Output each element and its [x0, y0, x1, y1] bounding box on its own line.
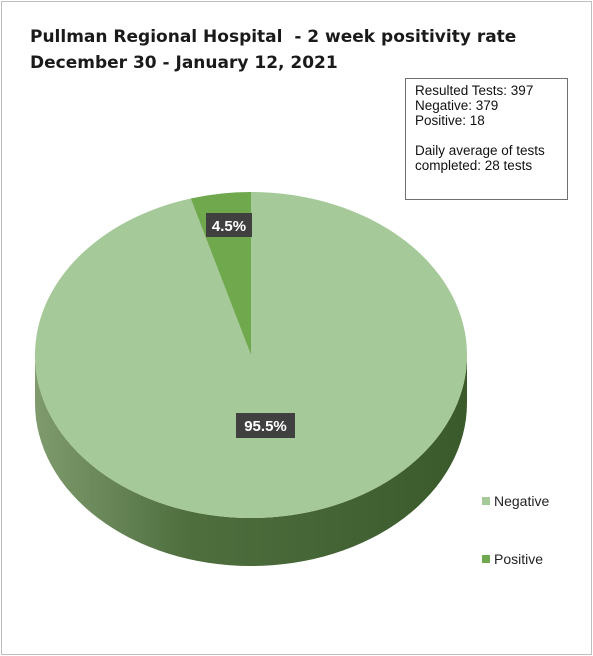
legend-label-negative: Negative — [494, 493, 550, 509]
legend-swatch-positive — [482, 555, 490, 563]
daily-average-line-1: Daily average of tests — [415, 143, 545, 158]
title-line-1: Pullman Regional Hospital - 2 week posit… — [30, 27, 517, 47]
legend-label-positive: Positive — [494, 551, 544, 567]
negative-count-text: Negative: 379 — [415, 98, 499, 113]
title-line-2: December 30 - January 12, 2021 — [30, 53, 338, 73]
data-label-positive-text: 4.5% — [212, 218, 246, 235]
data-label-negative: 95.5% — [236, 413, 295, 438]
chart-title: Pullman Regional Hospital - 2 week posit… — [30, 24, 516, 76]
legend-swatch-negative — [482, 497, 490, 505]
resulted-tests-text: Resulted Tests: 397 — [415, 83, 534, 98]
daily-average-line-2: completed: 28 tests — [415, 158, 533, 173]
data-label-positive: 4.5% — [206, 213, 252, 237]
legend-item-negative: Negative — [482, 493, 549, 509]
pie-slice-negative — [34, 192, 467, 518]
data-label-negative-text: 95.5% — [244, 418, 287, 435]
stats-box: Resulted Tests: 397 Negative: 379 Positi… — [405, 78, 568, 200]
legend-item-positive: Positive — [482, 551, 543, 567]
pie-3d-side — [35, 355, 467, 566]
positive-count-text: Positive: 18 — [415, 113, 485, 128]
